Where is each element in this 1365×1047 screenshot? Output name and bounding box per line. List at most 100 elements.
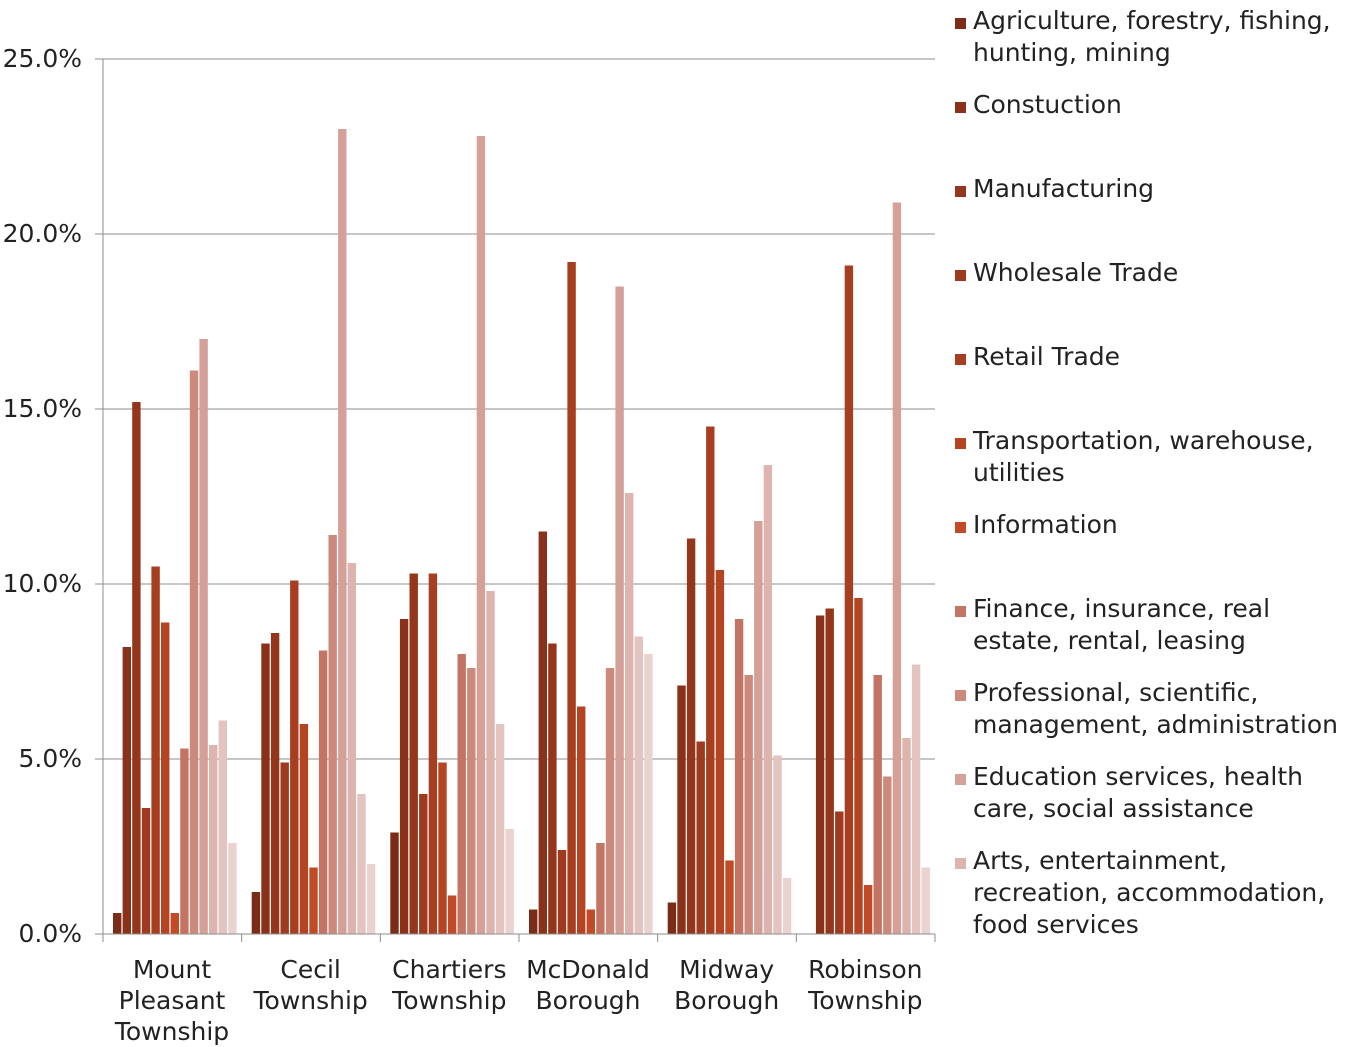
bar: [615, 286, 624, 934]
bar: [557, 850, 567, 934]
legend-label: Finance, insurance, real estate, rental,…: [973, 594, 1271, 655]
bar: [854, 598, 863, 934]
x-tick-label: Chartiers Township: [392, 955, 507, 1015]
bar: [577, 706, 586, 934]
bar: [686, 538, 696, 934]
x-tick-label: McDonald Borough: [526, 955, 650, 1015]
bar: [251, 892, 261, 934]
legend-label: Arts, entertainment, recreation, accommo…: [973, 846, 1326, 939]
legend-item: Finance, insurance, real estate, rental,…: [955, 593, 1270, 657]
bar: [625, 493, 634, 934]
bar: [113, 913, 122, 934]
legend-item: Arts, entertainment, recreation, accommo…: [955, 845, 1325, 941]
bar: [328, 535, 337, 934]
bar: [218, 720, 227, 934]
bar: [634, 636, 643, 934]
bar: [586, 909, 595, 934]
bar: [883, 776, 892, 934]
bar: [706, 426, 715, 934]
bar: [399, 619, 409, 934]
bar: [825, 608, 834, 934]
bar: [338, 129, 347, 934]
bar: [548, 643, 557, 934]
legend-label: Professional, scientific, management, ad…: [973, 678, 1338, 739]
bar: [447, 895, 457, 934]
bar: [180, 748, 189, 934]
bar: [290, 580, 299, 934]
legend-swatch: [955, 690, 966, 701]
bar: [280, 762, 289, 934]
bar: [529, 909, 538, 934]
y-tick-label: 25.0%: [2, 44, 82, 73]
bar: [773, 755, 782, 934]
legend: Agriculture, forestry, fishing, hunting,…: [955, 0, 1365, 1047]
legend-label: Manufacturing: [973, 174, 1155, 203]
bar: [457, 654, 466, 934]
bar: [141, 808, 151, 934]
bar: [744, 675, 753, 934]
x-tick-label: Midway Borough: [674, 955, 780, 1015]
bar: [409, 573, 418, 934]
legend-item: Information: [955, 509, 1118, 541]
bar: [132, 402, 141, 934]
bar: [467, 668, 476, 934]
bar: [921, 867, 930, 934]
bar: [357, 794, 366, 934]
y-tick-label: 0.0%: [18, 919, 82, 948]
bar: [782, 878, 792, 934]
legend-item: Wholesale Trade: [955, 257, 1178, 289]
bar: [835, 811, 844, 934]
bar: [122, 647, 131, 934]
bar: [390, 832, 399, 934]
x-tick-label: Cecil Township: [253, 955, 368, 1015]
legend-swatch: [955, 774, 966, 785]
legend-item: Constuction: [955, 89, 1122, 121]
legend-label: Information: [973, 510, 1118, 539]
bar: [438, 762, 447, 934]
legend-swatch: [955, 858, 966, 869]
bar: [605, 668, 615, 934]
legend-item: Education services, health care, social …: [955, 761, 1303, 825]
legend-swatch: [955, 102, 966, 113]
bar: [667, 902, 677, 934]
bar: [596, 843, 605, 934]
bar: [644, 654, 653, 934]
legend-swatch: [955, 18, 966, 29]
bar: [495, 724, 505, 934]
legend-label: Education services, health care, social …: [973, 762, 1304, 823]
bar: [299, 724, 309, 934]
legend-item: Professional, scientific, management, ad…: [955, 677, 1338, 741]
legend-swatch: [955, 606, 966, 617]
legend-item: Agriculture, forestry, fishing, hunting,…: [955, 5, 1331, 69]
bar: [209, 745, 218, 934]
x-tick-label: Robinson Township: [808, 955, 923, 1015]
bar: [754, 521, 763, 934]
legend-swatch: [955, 522, 966, 533]
bar: [505, 829, 514, 934]
bar: [170, 913, 179, 934]
legend-swatch: [955, 270, 966, 281]
legend-label: Wholesale Trade: [973, 258, 1179, 287]
y-tick-label: 15.0%: [2, 394, 82, 423]
legend-label: Transportation, warehouse, utilities: [973, 426, 1314, 487]
bar: [347, 563, 357, 934]
bar: [428, 573, 438, 934]
legend-item: Manufacturing: [955, 173, 1154, 205]
bar: [815, 615, 825, 934]
bar: [161, 622, 170, 934]
bar: [419, 794, 428, 934]
bar: [892, 202, 902, 934]
legend-swatch: [955, 438, 966, 449]
bar: [476, 136, 486, 934]
legend-label: Agriculture, forestry, fishing, hunting,…: [973, 6, 1331, 67]
bar: [318, 650, 328, 934]
y-tick-label: 5.0%: [18, 744, 82, 773]
bar: [228, 843, 237, 934]
bar: [261, 643, 270, 934]
bar: [677, 685, 686, 934]
legend-item: Retail Trade: [955, 341, 1120, 373]
y-tick-label: 20.0%: [2, 219, 82, 248]
bar: [270, 633, 280, 934]
bar: [486, 591, 495, 934]
